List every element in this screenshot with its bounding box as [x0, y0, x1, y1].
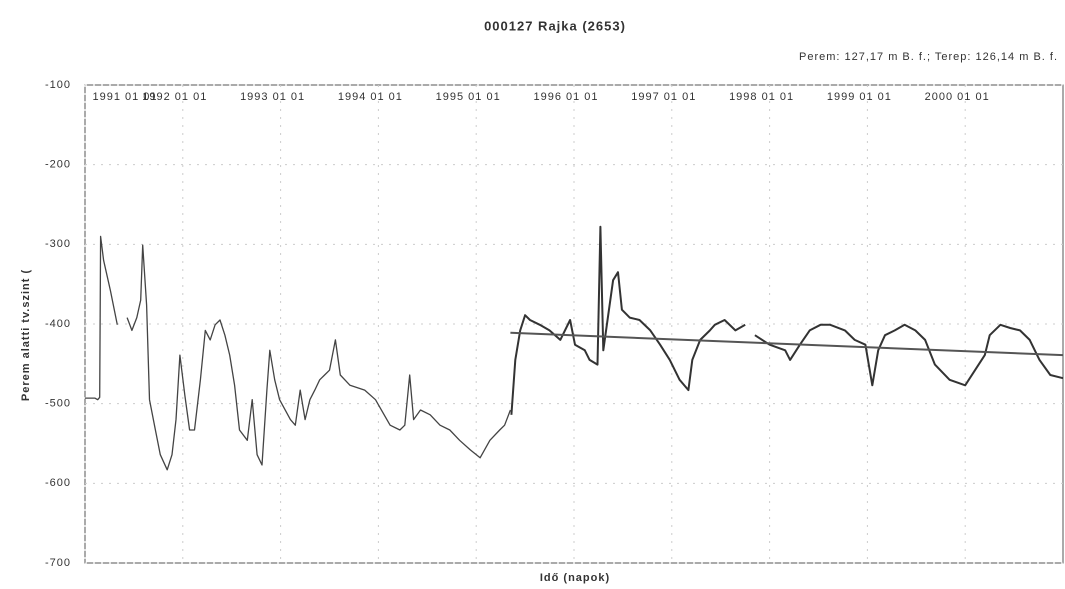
- y-axis-title: Perem alatti tv.szint (: [20, 269, 32, 401]
- line-series: [510, 225, 1064, 415]
- x-axis-title: Idő (napok): [540, 572, 610, 584]
- x-tick-label: 1993 01 01: [240, 91, 305, 103]
- x-tick-label: 1991 01 01: [92, 91, 157, 103]
- x-tick-label: 1994 01 01: [338, 91, 403, 103]
- line-series: [85, 235, 512, 471]
- x-tick-label: 1999 01 01: [827, 91, 892, 103]
- y-tick-label: -700: [45, 557, 71, 569]
- y-tick-label: -300: [45, 238, 71, 250]
- line-series: [510, 331, 1064, 357]
- x-tick-label: 1995 01 01: [436, 91, 501, 103]
- x-tick-label: 1996 01 01: [533, 91, 598, 103]
- y-tick-label: -500: [45, 398, 71, 410]
- x-tick-label: 1997 01 01: [631, 91, 696, 103]
- y-tick-label: -600: [45, 477, 71, 489]
- x-tick-label: 1998 01 01: [729, 91, 794, 103]
- y-tick-label: -200: [45, 159, 71, 171]
- x-tick-label: 2000 01 01: [925, 91, 990, 103]
- annotation: Perem: 127,17 m B. f.; Terep: 126,14 m B…: [799, 51, 1058, 63]
- y-tick-label: -100: [45, 79, 71, 91]
- y-tick-label: -400: [45, 318, 71, 330]
- chart-title: 000127 Rajka (2653): [484, 18, 626, 33]
- x-tick-label: 1992 01 01: [142, 91, 207, 103]
